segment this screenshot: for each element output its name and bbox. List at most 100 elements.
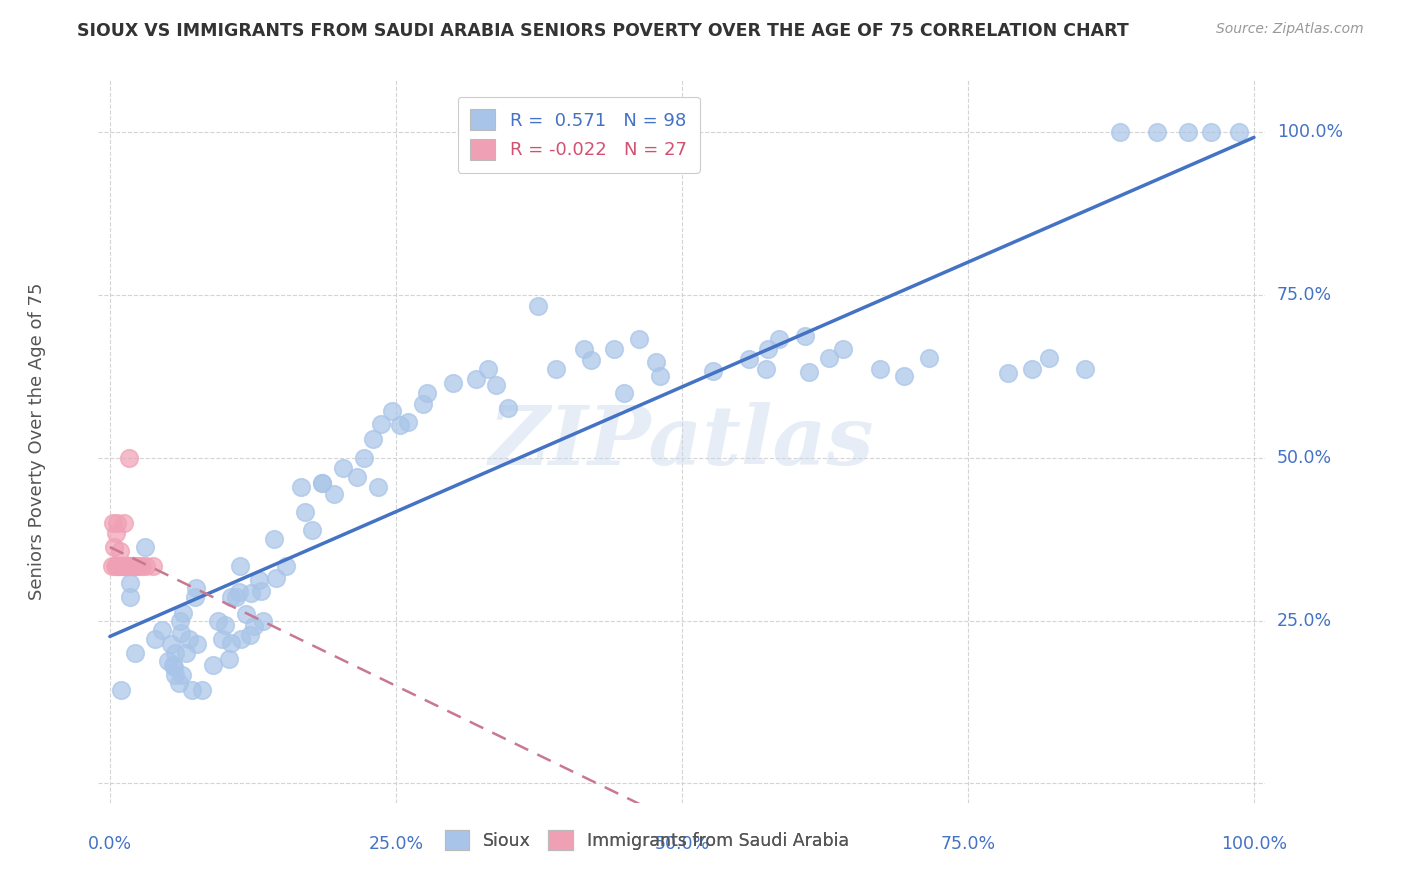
Point [131,559,153,574]
Point [107,559,129,574]
Point [263,532,285,546]
Point [755,362,778,376]
Point [118,591,141,605]
Point [249,583,271,598]
Point [214,618,236,632]
Point [165,667,187,681]
Point [111,559,134,574]
Point [120,559,142,574]
Point [115,559,138,574]
Point [117,559,139,574]
Point [527,299,550,313]
Point [229,559,252,574]
Point [111,559,134,574]
Point [202,657,225,672]
Point [367,480,389,494]
Point [225,591,247,605]
Point [114,559,136,574]
Point [831,343,853,357]
Point [485,378,508,392]
Point [239,586,262,600]
Point [142,559,165,574]
Point [311,475,333,490]
Point [128,559,150,574]
Point [169,614,191,628]
Point [893,369,915,384]
Legend: Sioux, Immigrants from Saudi Arabia: Sioux, Immigrants from Saudi Arabia [436,822,858,859]
Point [118,559,141,574]
Point [579,353,602,368]
Point [160,637,183,651]
Point [346,470,368,484]
Point [143,632,166,646]
Point [918,351,941,365]
Point [644,355,666,369]
Text: 100.0%: 100.0% [1277,123,1343,141]
Point [184,581,207,595]
Point [167,676,190,690]
Point [228,584,250,599]
Text: Source: ZipAtlas.com: Source: ZipAtlas.com [1216,22,1364,37]
Point [110,559,132,574]
Point [121,559,143,574]
Point [108,559,131,574]
Point [103,540,125,554]
Point [1109,125,1132,139]
Point [165,646,187,660]
Point [768,333,790,347]
Point [104,559,127,574]
Point [211,632,233,646]
Point [323,487,346,501]
Point [1038,351,1060,365]
Point [1146,125,1168,139]
Point [150,623,173,637]
Point [118,450,141,465]
Point [818,351,841,365]
Text: 75.0%: 75.0% [941,835,995,854]
Y-axis label: Seniors Poverty Over the Age of 75: Seniors Poverty Over the Age of 75 [28,283,46,600]
Point [242,619,264,633]
Point [218,652,240,666]
Point [162,657,184,672]
Point [794,328,817,343]
Point [124,646,146,660]
Point [125,559,148,574]
Point [544,362,567,376]
Point [247,573,270,587]
Text: 50.0%: 50.0% [654,835,710,854]
Point [184,591,207,605]
Point [110,683,132,698]
Point [274,559,297,574]
Point [207,614,229,628]
Point [105,525,128,540]
Point [602,343,624,357]
Point [122,559,145,574]
Point [105,516,128,530]
Point [118,576,141,591]
Point [613,385,636,400]
Point [163,660,186,674]
Point [370,417,392,431]
Point [498,401,520,415]
Point [869,362,891,376]
Point [170,626,193,640]
Text: SIOUX VS IMMIGRANTS FROM SAUDI ARABIA SENIORS POVERTY OVER THE AGE OF 75 CORRELA: SIOUX VS IMMIGRANTS FROM SAUDI ARABIA SE… [77,22,1129,40]
Point [574,343,596,357]
Point [294,505,316,519]
Point [100,559,122,574]
Point [1074,362,1097,376]
Point [157,654,180,668]
Point [1227,125,1250,139]
Point [264,571,287,585]
Point [186,637,208,651]
Text: 50.0%: 50.0% [1277,449,1331,467]
Point [388,418,411,433]
Point [235,607,257,622]
Text: 25.0%: 25.0% [368,835,423,854]
Point [738,351,761,366]
Point [381,404,404,418]
Text: 25.0%: 25.0% [1277,612,1331,630]
Point [221,591,243,605]
Point [1177,125,1199,139]
Point [361,432,384,446]
